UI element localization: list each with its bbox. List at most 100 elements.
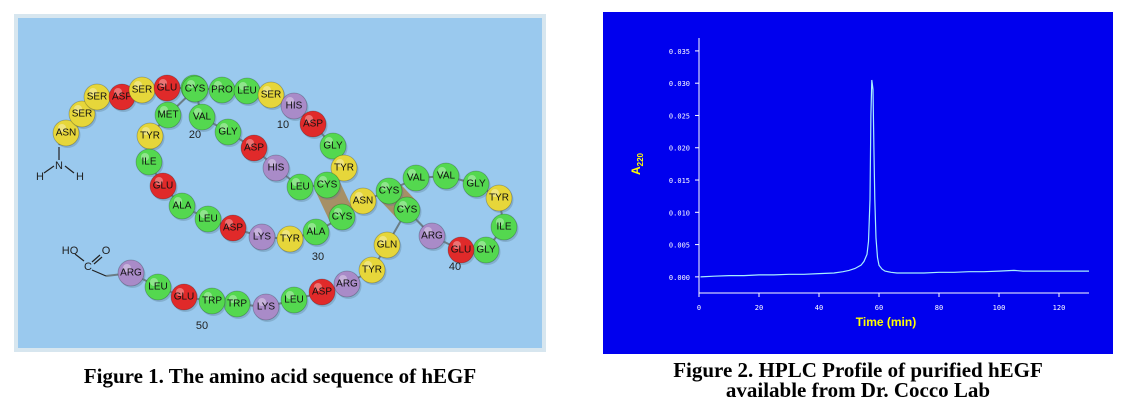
residue-highlight bbox=[229, 295, 237, 303]
residue-number-30: 30 bbox=[312, 251, 324, 263]
residue-bead bbox=[135, 148, 163, 176]
residue-label: TYR bbox=[280, 234, 300, 245]
residue-bead bbox=[447, 236, 475, 264]
residue-number-50: 50 bbox=[196, 320, 208, 332]
residue-13-gly: GLY bbox=[319, 132, 348, 161]
residue-27-leu: LEU bbox=[194, 205, 223, 234]
residue-bead bbox=[117, 259, 145, 287]
residue-highlight bbox=[123, 264, 131, 272]
residue-bead bbox=[240, 134, 268, 162]
residue-bead bbox=[462, 170, 490, 198]
residue-9-leu: LEU bbox=[233, 77, 262, 106]
residue-highlight bbox=[491, 189, 499, 197]
y-tick-label: 0.020 bbox=[669, 145, 690, 153]
residue-53-leu: LEU bbox=[144, 273, 173, 302]
residue-bead bbox=[52, 119, 80, 147]
residue-highlight bbox=[254, 228, 262, 236]
y-tick-label: 0.030 bbox=[669, 80, 690, 88]
residue-35-val: VAL bbox=[402, 164, 431, 193]
residue-44-gln: GLN bbox=[373, 231, 402, 260]
c-terminus-hydroxyl: HO bbox=[62, 245, 79, 257]
residue-highlight bbox=[141, 153, 149, 161]
y-tick-label: 0.025 bbox=[669, 112, 690, 120]
residue-bead bbox=[393, 196, 421, 224]
residue-51-trp: TRP bbox=[198, 287, 227, 316]
residue-bead bbox=[373, 231, 401, 259]
n-terminus-hydrogen-left: H bbox=[36, 171, 44, 183]
residue-highlight bbox=[174, 197, 182, 205]
sequence-diagram-canvas: ASNSERSERASPSERGLUCYSPROLEUSERHISASPGLYT… bbox=[14, 14, 546, 352]
residue-label: GLN bbox=[377, 240, 398, 251]
residue-bead bbox=[154, 101, 182, 129]
x-axis-label: Time (min) bbox=[856, 315, 916, 329]
residue-5-ser: SER bbox=[128, 76, 157, 105]
y-axis-label-subscript: 220 bbox=[636, 152, 645, 166]
residue-highlight bbox=[334, 208, 342, 216]
residue-highlight bbox=[58, 124, 66, 132]
residue-label: LYS bbox=[253, 232, 271, 243]
residue-highlight bbox=[453, 241, 461, 249]
residue-bead bbox=[302, 218, 330, 246]
residue-label: VAL bbox=[437, 171, 456, 182]
c-terminus-oxygen: O bbox=[102, 245, 111, 257]
residue-highlight bbox=[89, 88, 97, 96]
residue-number-10: 10 bbox=[277, 119, 289, 131]
residue-label: VAL bbox=[407, 173, 426, 184]
residue-24-ile: ILE bbox=[135, 148, 164, 177]
residue-31-ala: ALA bbox=[302, 218, 331, 247]
residue-bead bbox=[149, 172, 177, 200]
residue-label: ILE bbox=[141, 157, 156, 168]
residue-label: CYS bbox=[317, 180, 338, 191]
x-axis-ticks: 0 20 40 60 80 100 120 bbox=[697, 293, 1065, 312]
residue-label: LEU bbox=[284, 295, 303, 306]
residue-17-his: HIS bbox=[262, 154, 291, 183]
residue-highlight bbox=[438, 167, 446, 175]
residue-bead bbox=[198, 287, 226, 315]
residue-14-tyr: TYR bbox=[330, 154, 359, 183]
residue-bead bbox=[375, 177, 403, 205]
residue-bead bbox=[248, 223, 276, 251]
residue-bead bbox=[328, 203, 356, 231]
residue-label: SER bbox=[72, 109, 93, 120]
residue-30-tyr: TYR bbox=[276, 225, 305, 254]
residue-label: ARG bbox=[120, 268, 142, 279]
x-tick-label: 100 bbox=[993, 304, 1006, 312]
residue-highlight bbox=[379, 236, 387, 244]
figure-2-caption-line-2: available from Dr. Cocco Lab bbox=[725, 378, 991, 402]
residue-54-arg: ARG bbox=[117, 259, 146, 288]
residue-bead bbox=[144, 273, 172, 301]
y-tick-label: 0.005 bbox=[669, 242, 690, 250]
figure-2-caption-line-1: Figure 2. HPLC Profile of purified hEGF bbox=[673, 358, 1043, 382]
residue-21-cys: CYS bbox=[181, 75, 210, 104]
residue-highlight bbox=[468, 175, 476, 183]
residue-46-arg: ARG bbox=[333, 270, 362, 299]
residue-19-gly: GLY bbox=[214, 118, 243, 147]
residue-bead bbox=[308, 278, 336, 306]
residue-highlight bbox=[225, 219, 233, 227]
residue-bead bbox=[330, 154, 358, 182]
residue-highlight bbox=[187, 80, 195, 88]
residue-bead bbox=[333, 270, 361, 298]
residue-highlight bbox=[194, 108, 202, 116]
residue-highlight bbox=[246, 139, 254, 147]
residue-bead bbox=[358, 256, 386, 284]
y-axis-label-group: A220 bbox=[629, 152, 645, 175]
residue-label: GLU bbox=[174, 292, 195, 303]
residue-label: ALA bbox=[173, 201, 192, 212]
residue-bead bbox=[286, 173, 314, 201]
residue-highlight bbox=[263, 86, 271, 94]
residue-12-asp: ASP bbox=[299, 110, 328, 139]
residue-label: CYS bbox=[332, 212, 353, 223]
residue-highlight bbox=[424, 227, 432, 235]
chromatogram-trace bbox=[700, 79, 1089, 278]
residue-bead bbox=[262, 154, 290, 182]
residue-label: SER bbox=[132, 85, 153, 96]
residue-label: HIS bbox=[286, 101, 303, 112]
residue-8-pro: PRO bbox=[208, 76, 237, 105]
residue-highlight bbox=[286, 291, 294, 299]
c-terminus-carbon: C bbox=[84, 261, 92, 273]
residue-label: ASP bbox=[112, 92, 132, 103]
residue-label: CYS bbox=[379, 186, 400, 197]
residue-bead bbox=[219, 214, 247, 242]
residue-bead bbox=[257, 81, 285, 109]
